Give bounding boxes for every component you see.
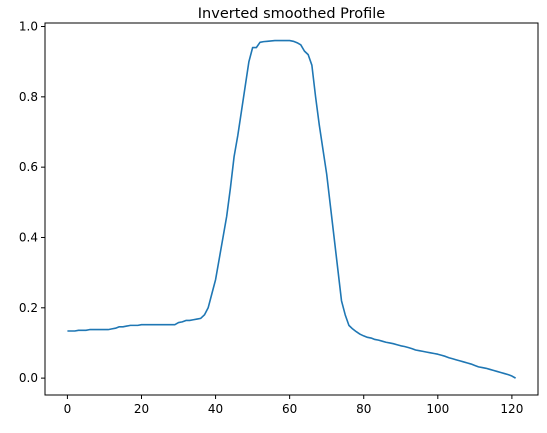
y-tick-label: 0.4 <box>19 230 38 244</box>
x-tick-label: 40 <box>208 402 223 416</box>
x-axis: 0 20 40 60 80 100 120 <box>64 395 523 416</box>
y-tick-label: 0.2 <box>19 301 38 315</box>
y-tick-label: 1.0 <box>19 20 38 34</box>
y-tick-label: 0.6 <box>19 160 38 174</box>
y-tick-label: 0.8 <box>19 90 38 104</box>
chart-title: Inverted smoothed Profile <box>198 6 386 22</box>
x-tick-label: 0 <box>64 402 72 416</box>
x-tick-label: 120 <box>500 402 523 416</box>
plot-area-frame <box>44 22 539 396</box>
series-line-0 <box>67 39 516 379</box>
x-tick-label: 80 <box>356 402 371 416</box>
x-tick-label: 60 <box>282 402 297 416</box>
x-tick-label: 20 <box>134 402 149 416</box>
y-axis: 0.0 0.2 0.4 0.6 0.8 1.0 <box>19 20 45 385</box>
x-tick-label: 100 <box>426 402 449 416</box>
series-layer <box>67 39 516 379</box>
y-tick-label: 0.0 <box>19 371 38 385</box>
